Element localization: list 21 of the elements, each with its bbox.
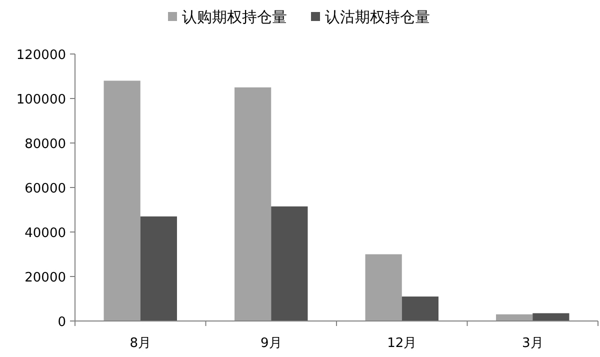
y-tick-label: 120000 xyxy=(16,48,66,63)
y-tick-label: 20000 xyxy=(24,270,66,286)
y-tick-label: 0 xyxy=(58,315,66,330)
bar xyxy=(140,216,177,321)
legend-label: 认购期权持仓量 xyxy=(182,8,287,26)
bar xyxy=(402,296,438,321)
bar xyxy=(496,314,533,321)
x-tick-label: 9月 xyxy=(260,336,282,351)
x-tick-label: 3月 xyxy=(522,336,544,351)
x-tick-label: 12月 xyxy=(387,336,417,351)
y-tick-label: 80000 xyxy=(24,137,66,152)
bar xyxy=(271,206,308,321)
bar xyxy=(365,254,402,321)
y-tick-label: 60000 xyxy=(24,182,66,196)
bar xyxy=(532,313,570,321)
y-tick-label: 100000 xyxy=(16,92,66,108)
bar xyxy=(234,87,272,321)
x-tick-label: 8月 xyxy=(130,336,152,351)
bar xyxy=(104,80,140,321)
legend-label: 认沽期权持仓量 xyxy=(325,8,430,26)
y-tick-label: 40000 xyxy=(24,226,66,241)
